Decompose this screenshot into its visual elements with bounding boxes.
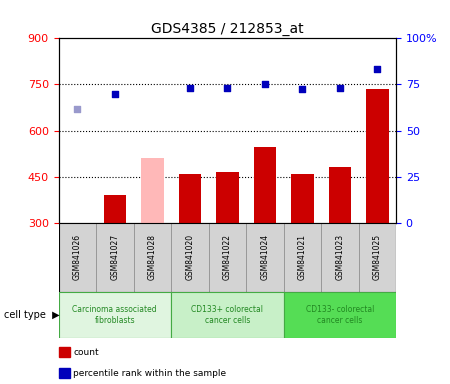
Text: GSM841023: GSM841023 [335,234,344,280]
Title: GDS4385 / 212853_at: GDS4385 / 212853_at [151,22,304,36]
Bar [171,292,284,338]
Bar [216,172,239,223]
Text: percentile rank within the sample: percentile rank within the sample [73,369,226,378]
Text: GSM841022: GSM841022 [223,234,232,280]
Text: GSM841027: GSM841027 [110,234,119,280]
Text: cell type  ▶: cell type ▶ [4,310,60,320]
Point [224,84,231,91]
Bar [253,147,276,223]
Text: GSM841021: GSM841021 [298,234,307,280]
Bar [291,174,314,223]
Text: GSM841026: GSM841026 [73,234,82,280]
Bar [104,195,126,223]
Text: Carcinoma associated
fibroblasts: Carcinoma associated fibroblasts [72,305,157,324]
Text: GSM841025: GSM841025 [373,234,382,280]
Point [74,106,81,112]
Point [186,84,194,91]
Bar [141,158,163,223]
Bar [179,174,201,223]
Point [374,66,381,72]
Text: count: count [73,348,99,357]
Bar [328,167,351,223]
Point [261,81,268,88]
Point [111,91,118,97]
Text: GSM841028: GSM841028 [148,234,157,280]
Point [299,86,306,92]
Text: GSM841020: GSM841020 [185,234,194,280]
Text: GSM841024: GSM841024 [260,234,269,280]
Bar [58,292,171,338]
Bar [284,292,396,338]
Text: CD133- colorectal
cancer cells: CD133- colorectal cancer cells [306,305,374,324]
Point [336,84,343,91]
Bar [366,89,388,223]
Text: CD133+ colorectal
cancer cells: CD133+ colorectal cancer cells [191,305,263,324]
